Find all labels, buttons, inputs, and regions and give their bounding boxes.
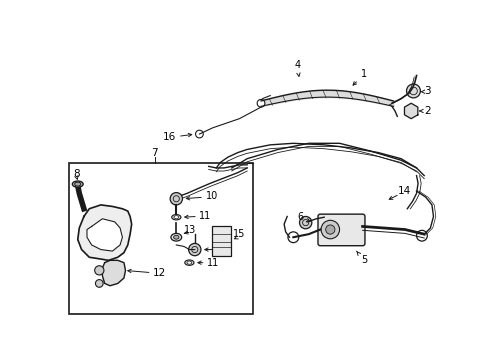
Circle shape	[257, 99, 264, 107]
Circle shape	[170, 193, 182, 205]
Polygon shape	[102, 260, 125, 286]
Text: 9: 9	[224, 244, 230, 255]
Circle shape	[287, 232, 298, 243]
Polygon shape	[404, 103, 417, 119]
Text: 7: 7	[151, 148, 158, 158]
Ellipse shape	[171, 233, 182, 241]
Bar	[212, 226, 230, 256]
Text: 12: 12	[153, 267, 166, 278]
Circle shape	[416, 230, 427, 241]
Circle shape	[299, 216, 311, 229]
Polygon shape	[78, 205, 131, 260]
Polygon shape	[87, 219, 122, 251]
Circle shape	[325, 225, 334, 234]
Text: 1: 1	[352, 69, 366, 85]
Circle shape	[95, 280, 103, 287]
Text: 15: 15	[233, 229, 245, 239]
Ellipse shape	[187, 261, 191, 264]
FancyBboxPatch shape	[317, 214, 364, 246]
Ellipse shape	[174, 216, 178, 219]
Circle shape	[321, 220, 339, 239]
Ellipse shape	[184, 260, 194, 265]
Text: 6: 6	[297, 212, 309, 222]
Ellipse shape	[173, 235, 179, 239]
Text: 5: 5	[356, 251, 366, 265]
Circle shape	[188, 243, 201, 256]
Text: 2: 2	[424, 106, 430, 116]
Text: 3: 3	[424, 86, 430, 96]
Text: 16: 16	[163, 132, 176, 142]
Text: 11: 11	[207, 258, 219, 267]
Text: 4: 4	[294, 60, 300, 76]
Ellipse shape	[75, 182, 81, 186]
Text: 10: 10	[205, 191, 217, 201]
Text: 11: 11	[199, 211, 211, 221]
Text: 13: 13	[183, 225, 196, 235]
Circle shape	[195, 130, 203, 138]
Text: 8: 8	[73, 169, 80, 179]
Bar	[68, 163, 253, 314]
Circle shape	[406, 84, 420, 98]
Text: 14: 14	[397, 186, 410, 196]
Ellipse shape	[171, 215, 181, 220]
Circle shape	[95, 266, 104, 275]
Ellipse shape	[72, 181, 83, 187]
